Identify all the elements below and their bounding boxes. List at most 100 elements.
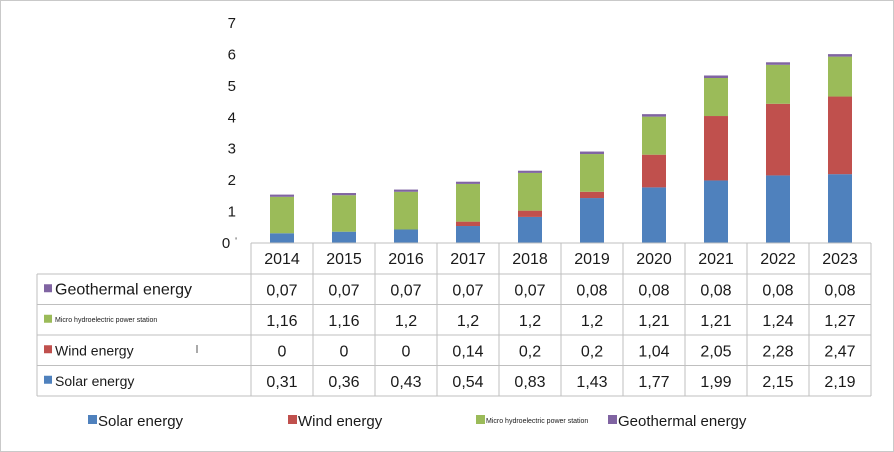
legend-label-wind-energy: Wind energy [298, 413, 383, 430]
bar-solar-energy-2019 [580, 198, 604, 243]
table-cell-value: 1,43 [576, 374, 607, 391]
table-cell-value: 0,08 [638, 282, 669, 299]
table-cell-value: 2,19 [824, 374, 855, 391]
y-tick-label: 1 [228, 204, 236, 221]
table-cell-value: 1,2 [519, 313, 541, 330]
y-tick-mark-glyph: ˈ [234, 235, 238, 250]
bar-wind-energy-2017 [456, 221, 480, 227]
bar-geothermal-energy-2020 [642, 114, 666, 117]
bar-geothermal-energy-2016 [394, 189, 418, 192]
bar-solar-energy-2020 [642, 187, 666, 243]
table-cell-value: 1,21 [638, 313, 669, 330]
bar-solar-energy-2015 [332, 231, 356, 243]
legend-key-wind-energy [288, 415, 297, 424]
table-legend-key-geothermal-energy [44, 284, 52, 293]
y-tick-label: 0 [222, 235, 230, 252]
bar-wind-energy-2020 [642, 154, 666, 188]
table-legend-key-solar-energy [44, 375, 52, 384]
bar-solar-energy-2021 [704, 180, 728, 243]
bar-micro-hydroelectric-power-station-2018 [518, 172, 542, 211]
table-cell-value: 0,2 [519, 343, 541, 360]
y-tick-label: 2 [228, 172, 236, 189]
table-cell-value: 0,07 [266, 282, 297, 299]
table-cell-value: 0,07 [514, 282, 545, 299]
x-category-label: 2015 [326, 251, 362, 268]
table-legend-key-micro-hydroelectric-power-station [44, 314, 52, 323]
bar-geothermal-energy-2019 [580, 151, 604, 155]
legend-key-geothermal-energy [608, 415, 617, 424]
table-cell-value: 0,08 [824, 282, 855, 299]
table-cell-value: 0,08 [762, 282, 793, 299]
bar-solar-energy-2016 [394, 229, 418, 243]
bar-geothermal-energy-2021 [704, 75, 728, 78]
x-category-label: 2018 [512, 251, 548, 268]
table-cell-value: 1,21 [700, 313, 731, 330]
bar-micro-hydroelectric-power-station-2015 [332, 195, 356, 232]
table-cell-value: 1,77 [638, 374, 669, 391]
bar-geothermal-energy-2017 [456, 181, 480, 184]
y-tick-label: 7 [228, 15, 236, 32]
bar-wind-energy-2019 [580, 191, 604, 199]
table-cell-value: 0,36 [328, 374, 359, 391]
bar-micro-hydroelectric-power-station-2023 [828, 56, 852, 97]
legend-key-micro-hydroelectric-power-station [476, 415, 485, 424]
table-cell-value: 0 [402, 343, 411, 360]
table-cell-value: 0,07 [328, 282, 359, 299]
table-cell-value: 0 [278, 343, 287, 360]
table-cell-value: 2,05 [700, 343, 731, 360]
table-cell-value: 2,47 [824, 343, 855, 360]
legend-key-solar-energy [88, 415, 97, 424]
table-cell-value: 1,24 [762, 313, 793, 330]
table-cell-value: 2,28 [762, 343, 793, 360]
bar-micro-hydroelectric-power-station-2017 [456, 183, 480, 222]
bar-micro-hydroelectric-power-station-2019 [580, 154, 604, 192]
table-cell-value: 0,31 [266, 374, 297, 391]
table-cell-value: 1,2 [457, 313, 479, 330]
table-cell-value: 2,15 [762, 374, 793, 391]
table-cell-value: 1,16 [266, 313, 297, 330]
x-category-label: 2017 [450, 251, 486, 268]
bar-wind-energy-2018 [518, 210, 542, 217]
y-tick-label: 6 [228, 46, 236, 63]
table-legend-key-wind-energy [44, 345, 52, 354]
y-tick-label: 3 [228, 141, 236, 158]
bar-geothermal-energy-2018 [518, 170, 542, 173]
bar-solar-energy-2014 [270, 233, 294, 243]
table-cell-value: 1,27 [824, 313, 855, 330]
bar-micro-hydroelectric-power-station-2021 [704, 78, 728, 117]
x-category-label: 2023 [822, 251, 858, 268]
table-cell-value: 1,16 [328, 313, 359, 330]
x-category-label: 2016 [388, 251, 424, 268]
table-cell-value: 0,14 [452, 343, 483, 360]
x-category-label: 2014 [264, 251, 300, 268]
y-tick-label: 5 [228, 78, 236, 95]
bar-solar-energy-2022 [766, 175, 790, 243]
legend-label-micro-hydroelectric-power-station: Micro hydroelectric power station [486, 418, 588, 425]
bar-geothermal-energy-2015 [332, 193, 356, 196]
table-cell-value: 0,54 [452, 374, 483, 391]
table-cell-value: 0,43 [390, 374, 421, 391]
bar-micro-hydroelectric-power-station-2022 [766, 64, 790, 104]
bar-geothermal-energy-2022 [766, 62, 790, 65]
table-row-label-solar-energy: Solar energy [55, 373, 134, 389]
bar-solar-energy-2018 [518, 216, 542, 243]
table-cell-value: 1,99 [700, 374, 731, 391]
table-cell-value: 0,07 [390, 282, 421, 299]
table-cell-value: 0,07 [452, 282, 483, 299]
table-cell-value: 1,04 [638, 343, 669, 360]
table-row-label-geothermal-energy: Geothermal energy [55, 281, 192, 298]
table-cell-value: 1,2 [581, 313, 603, 330]
table-row-label-wind-energy: Wind energy [55, 342, 134, 358]
bar-solar-energy-2023 [828, 174, 852, 243]
table-cell-value: 0,08 [700, 282, 731, 299]
bar-micro-hydroelectric-power-station-2014 [270, 196, 294, 234]
bar-micro-hydroelectric-power-station-2016 [394, 191, 418, 230]
x-category-label: 2021 [698, 251, 734, 268]
x-category-label: 2019 [574, 251, 610, 268]
y-tick-label: 4 [228, 109, 236, 126]
bar-micro-hydroelectric-power-station-2020 [642, 116, 666, 155]
table-cell-value: 0,2 [581, 343, 603, 360]
bar-geothermal-energy-2023 [828, 54, 852, 57]
legend-label-geothermal-energy: Geothermal energy [618, 413, 747, 430]
